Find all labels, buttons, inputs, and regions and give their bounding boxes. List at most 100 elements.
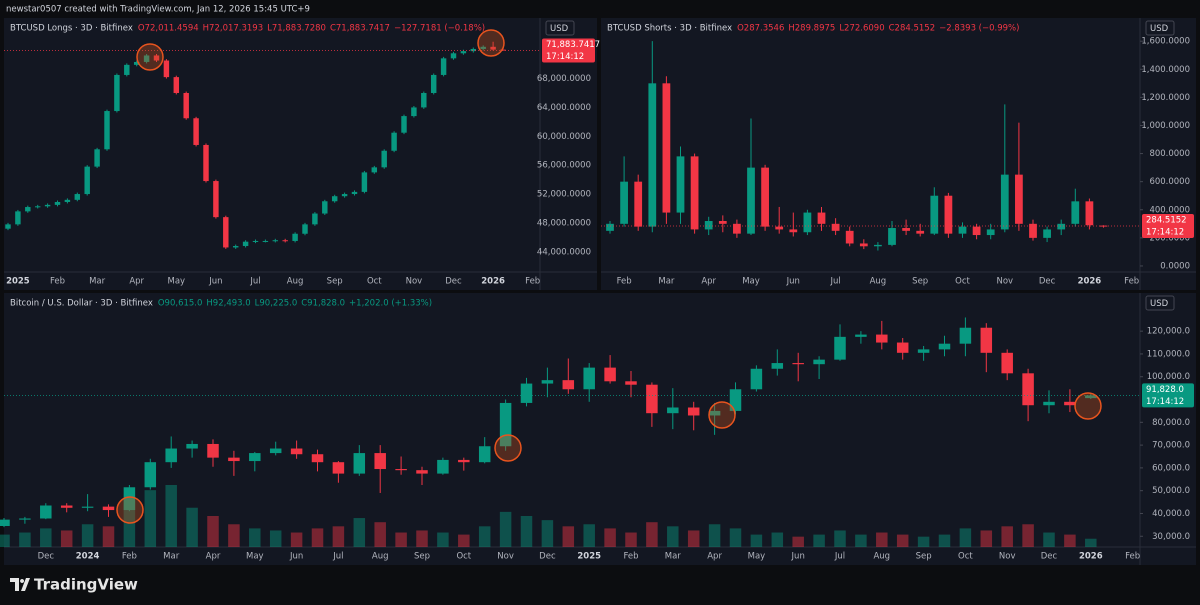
last-price-time: 17:14:12 [546,52,584,62]
last-price-box [1142,383,1194,408]
volume-bar [855,534,867,547]
legend-value: H92,493.0 [206,299,250,309]
candle-body [223,217,229,248]
volume-bar [81,524,94,547]
candle-body [888,228,896,245]
volume-bar [1022,524,1034,547]
volume-bar [876,532,888,547]
volume-bar [1043,532,1055,547]
highlight-circle [1074,392,1102,420]
x-tick-label: May [742,277,760,287]
candle-body [959,327,972,344]
candle-body [312,213,318,225]
candle-body [40,505,52,519]
candle-body [302,224,308,234]
x-tick-label: May [748,552,766,562]
candle-body [562,380,575,390]
highlight-circle [136,43,164,71]
candle-body [290,448,303,455]
candle-body [1085,395,1097,399]
volume-bar [207,516,219,547]
candle-body [813,359,825,365]
volume-bar [353,518,366,547]
candle-body [94,149,100,167]
candle-body [1064,401,1076,406]
x-tick-label: Feb [122,552,137,562]
candle-body [1057,223,1066,230]
candle-body [228,457,240,462]
candle-body [25,207,31,212]
legend-value: −2.8393 (−0.99%) [939,24,1019,34]
candle-body [803,212,812,233]
candle-body [771,363,784,369]
x-tick-label: Sep [414,552,430,562]
candle-body [583,367,595,390]
x-tick-label: Mar [89,277,106,287]
legend-value: O72,011.4594 [138,24,199,34]
volume-bar [896,534,909,547]
x-tick-label: 2026 [1079,552,1103,562]
candle-body [855,334,867,337]
candle-body [648,83,657,227]
candle-body [416,470,428,474]
chart-panel: 30,000.0 40,000.0 50,000.0 60,000.0 70,000.0… [0,293,1196,565]
volume-bar [249,528,261,547]
candle-body [262,240,269,242]
candle-body [874,244,882,247]
volume-bar [395,532,407,547]
candle-body [332,462,345,474]
candle-body [144,462,157,488]
candle-body [353,453,366,474]
volume-bar [374,522,386,547]
last-price-label: 284.5152 [1146,215,1187,225]
x-tick-label: Feb [623,552,638,562]
volume-bar [144,490,157,547]
candle-body [761,167,769,227]
x-tick-label: Sep [916,552,932,562]
candle-body [499,402,512,447]
volume-bar [646,522,658,547]
legend-value: H72,017.3193 [203,24,263,34]
volume-bar [478,526,491,547]
volume-bar [1001,526,1013,547]
volume-bar [813,534,825,547]
x-tick-label: Jun [791,552,805,562]
candle-body [708,410,721,416]
x-tick-label: Nov [997,277,1014,287]
chart-title: BTCUSD Longs · 3D · Bitfinex [10,24,133,34]
volume-bar [60,530,73,547]
last-price-time: 17:14:12 [1146,227,1184,237]
y-tick-label: 56,000.0000 [537,161,591,171]
candle-body [440,58,447,75]
candle-body [395,469,407,471]
x-tick-label: Mar [658,277,675,287]
x-tick-label: May [246,552,264,562]
candle-body [792,363,804,365]
volume-bar [499,511,512,547]
candle-body [421,92,427,108]
volume-bar [938,534,951,547]
candle-body [163,60,170,78]
y-tick-label: 60,000.0 [1152,463,1190,473]
candle-body [704,221,713,230]
candle-body [74,194,81,200]
y-tick-label: 1,000.0000 [1141,121,1190,131]
volume-bar [19,532,31,547]
legend-value: C91,828.0 [301,299,345,309]
candle-body [775,226,784,230]
candle-body [391,132,397,151]
currency-label: USD [1150,299,1169,309]
candle-body [232,246,239,248]
x-tick-label: Jul [834,552,845,562]
candle-body [1022,373,1034,406]
chart-title: Bitcoin / U.S. Dollar · 3D · Bitfinex [10,299,153,309]
volume-bar [458,534,470,547]
volume-bar [0,534,10,547]
y-tick-label: 0.0000 [1160,261,1190,271]
highlight-circle [494,434,522,462]
x-tick-label: Nov [497,552,514,562]
x-tick-label: Apr [707,552,722,562]
y-tick-label: 70,000.0 [1152,441,1190,451]
y-tick-label: 800.0000 [1149,149,1190,159]
x-tick-label: Dec [539,552,556,562]
